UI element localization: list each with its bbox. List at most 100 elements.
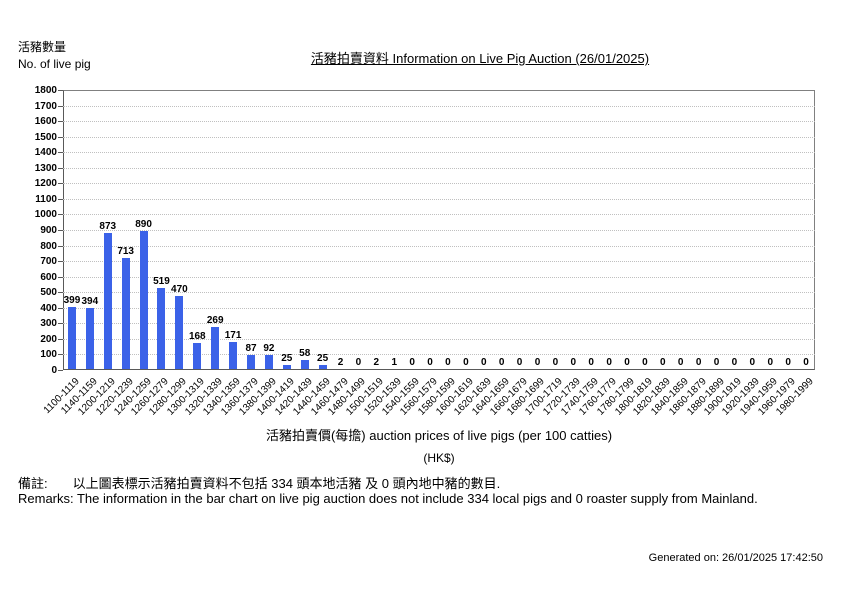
y-tick-label: 1300 <box>34 162 57 174</box>
y-tick-label: 500 <box>40 287 57 299</box>
y-gridline <box>63 338 815 340</box>
bar-value-label: 58 <box>299 348 311 359</box>
x-axis-unit: (HK$) <box>423 451 455 465</box>
y-tick-mark <box>58 121 63 123</box>
y-tick-mark <box>58 307 63 309</box>
bar <box>121 258 130 369</box>
bar <box>157 288 166 369</box>
bar-value-label: 0 <box>660 357 666 368</box>
bar-value-label: 92 <box>263 343 275 354</box>
y-tick-mark <box>58 136 63 138</box>
y-tick-mark <box>58 370 63 371</box>
bar-value-label: 0 <box>427 357 433 368</box>
y-tick-label: 600 <box>40 271 57 283</box>
y-tick-label: 400 <box>40 302 57 314</box>
bar-value-label: 0 <box>713 357 720 368</box>
y-tick-mark <box>58 167 63 169</box>
y-tick-label: 200 <box>40 333 57 345</box>
y-gridline <box>63 152 815 154</box>
y-tick-label: 800 <box>40 240 57 252</box>
y-gridline <box>63 245 815 247</box>
bar <box>139 231 148 369</box>
bar <box>247 355 255 369</box>
y-gridline <box>63 276 815 278</box>
y-tick-mark <box>58 292 63 294</box>
bar-value-label: 470 <box>171 284 188 295</box>
bar <box>318 365 327 369</box>
y-tick-label: 1200 <box>34 178 57 190</box>
bar-value-label: 873 <box>99 221 117 232</box>
bar-value-label: 394 <box>81 296 99 307</box>
bar-value-label: 0 <box>498 357 505 368</box>
y-tick-mark <box>58 245 63 247</box>
y-gridline <box>63 214 815 216</box>
bar-value-label: 25 <box>317 353 329 364</box>
y-tick-label: 1500 <box>34 131 57 143</box>
bar-value-label: 87 <box>245 343 257 354</box>
bar-value-label: 168 <box>188 331 206 342</box>
y-tick-mark <box>58 338 63 340</box>
bar-value-label: 890 <box>135 219 152 230</box>
bar-value-label: 0 <box>803 357 809 368</box>
bar-value-label: 0 <box>463 357 469 368</box>
remark-en: Remarks: The information in the bar char… <box>18 491 758 506</box>
bar-value-label: 0 <box>785 357 791 368</box>
y-tick-mark <box>58 354 63 356</box>
bar-value-label: 1 <box>391 357 398 368</box>
bar <box>103 233 112 369</box>
bar-value-label: 0 <box>624 357 630 368</box>
y-tick-mark <box>58 261 63 263</box>
bar-value-label: 2 <box>337 357 344 368</box>
y-gridline <box>63 292 815 294</box>
bar-value-label: 0 <box>445 357 451 368</box>
bar <box>300 360 309 369</box>
chart-title: 活豬拍賣資料 Information on Live Pig Auction (… <box>310 51 650 66</box>
y-gridline <box>63 354 815 356</box>
bar-value-label: 269 <box>206 315 224 326</box>
bar-value-label: 0 <box>606 357 612 368</box>
y-tick-label: 1400 <box>34 147 57 159</box>
y-gridline <box>63 183 815 185</box>
y-tick-label: 1600 <box>34 116 57 128</box>
bar-value-label: 399 <box>63 295 81 306</box>
x-axis-title: 活豬拍賣價(每擔) auction prices of live pigs (p… <box>265 428 613 443</box>
bar-value-label: 519 <box>153 276 170 287</box>
y-tick-mark <box>58 276 63 278</box>
y-tick-label: 300 <box>40 318 57 330</box>
y-axis-label-en: No. of live pig <box>18 57 91 71</box>
bar-value-label: 713 <box>117 246 134 257</box>
y-tick-label: 100 <box>40 349 57 361</box>
y-gridline <box>63 323 815 325</box>
bar-value-label: 0 <box>534 357 541 368</box>
y-gridline <box>63 136 815 138</box>
y-tick-label: 900 <box>40 225 57 236</box>
y-tick-mark <box>58 152 63 154</box>
bar-value-label: 0 <box>552 357 559 368</box>
bar <box>211 327 220 369</box>
y-gridline <box>63 167 815 169</box>
y-gridline <box>63 261 815 263</box>
bar-value-label: 0 <box>588 357 594 368</box>
y-tick-mark <box>58 323 63 325</box>
bar-value-label: 171 <box>224 330 242 341</box>
bar-value-label: 0 <box>642 357 648 368</box>
bar-value-label: 0 <box>695 357 702 368</box>
y-gridline <box>63 121 815 123</box>
y-tick-label: 700 <box>40 256 57 268</box>
y-tick-mark <box>58 105 63 107</box>
bar <box>85 308 94 369</box>
y-gridline <box>63 105 815 107</box>
bar-value-label: 0 <box>570 357 577 368</box>
y-gridline <box>63 307 815 309</box>
y-tick-mark <box>58 183 63 185</box>
remark-zh: 備註: 以上圖表標示活豬拍賣資料不包括 334 頭本地活豬 及 0 頭內地中豬的數… <box>18 473 500 492</box>
y-tick-label: 1000 <box>34 209 57 221</box>
bar-value-label: 0 <box>355 357 362 368</box>
generated-timestamp: Generated on: 26/01/2025 17:42:50 <box>648 552 823 564</box>
y-gridline <box>63 230 815 231</box>
y-tick-label: 1700 <box>34 100 57 112</box>
bar-value-label: 0 <box>731 357 738 368</box>
y-tick-label: 0 <box>51 365 57 376</box>
y-gridline <box>63 198 815 200</box>
y-tick-mark <box>58 90 63 91</box>
